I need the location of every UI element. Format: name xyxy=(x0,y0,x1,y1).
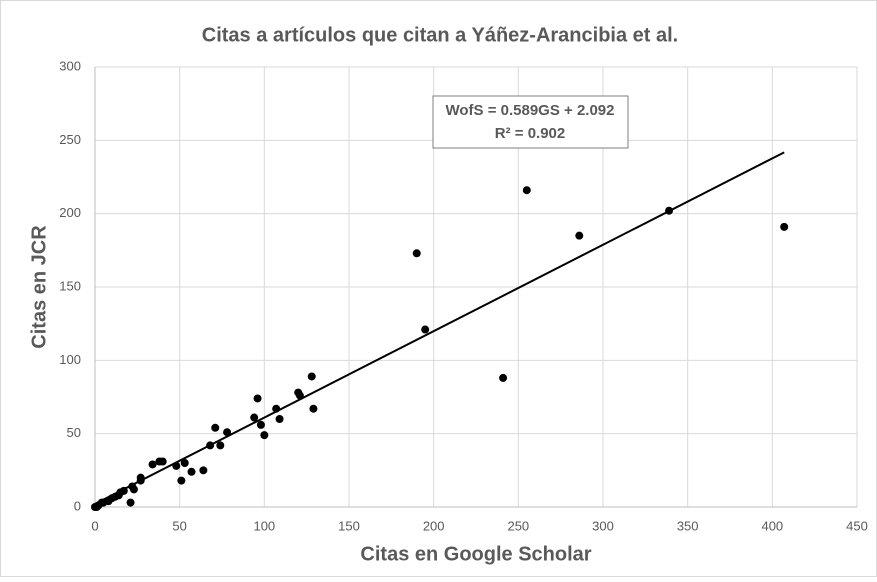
point xyxy=(211,423,220,432)
point xyxy=(253,394,262,403)
y-tick-label: 250 xyxy=(59,132,81,147)
point xyxy=(206,441,215,450)
point xyxy=(295,391,304,400)
point xyxy=(172,461,181,470)
x-tick-label: 300 xyxy=(592,518,614,533)
point xyxy=(129,485,138,494)
point xyxy=(260,431,269,440)
point xyxy=(180,459,189,467)
point xyxy=(256,420,265,429)
point xyxy=(187,467,196,476)
y-tick-label: 300 xyxy=(59,58,81,73)
x-axis-label: Citas en Google Scholar xyxy=(360,543,591,565)
x-tick-label: 250 xyxy=(507,518,529,533)
x-tick-label: 350 xyxy=(677,518,699,533)
x-tick-label: 150 xyxy=(338,518,360,533)
annotation: WofS = 0.589GS + 2.092 xyxy=(446,102,615,119)
y-tick-label: 200 xyxy=(59,205,81,220)
x-tick-label: 450 xyxy=(846,518,868,533)
point xyxy=(421,325,430,334)
y-tick-label: 100 xyxy=(59,352,81,367)
point xyxy=(126,498,135,507)
point xyxy=(158,457,167,466)
point xyxy=(575,231,584,240)
x-tick-label: 0 xyxy=(91,518,98,533)
point xyxy=(250,413,259,422)
point xyxy=(309,404,318,413)
point xyxy=(522,186,531,195)
point xyxy=(223,428,232,437)
y-tick-label: 0 xyxy=(74,498,81,513)
point xyxy=(499,373,508,382)
y-tick-label: 150 xyxy=(59,278,81,293)
chart-title: Citas a artículos que citan a Yáñez-Aran… xyxy=(202,24,678,46)
x-tick-label: 50 xyxy=(172,518,186,533)
point xyxy=(275,415,284,423)
point xyxy=(136,476,145,485)
point xyxy=(199,466,208,475)
x-tick-label: 400 xyxy=(761,518,783,533)
point xyxy=(148,460,157,469)
point xyxy=(119,486,128,495)
x-tick-label: 200 xyxy=(423,518,445,533)
point xyxy=(272,404,281,413)
point xyxy=(780,222,789,231)
annotation: R² = 0.902 xyxy=(495,125,565,142)
x-tick-label: 100 xyxy=(253,518,275,533)
annotation-box xyxy=(432,95,629,149)
y-axis-label: Citas en JCR xyxy=(28,225,50,349)
point xyxy=(665,206,674,215)
point xyxy=(216,441,225,450)
y-tick-label: 50 xyxy=(67,425,81,440)
point xyxy=(307,372,316,381)
point xyxy=(177,476,186,485)
point xyxy=(412,249,421,258)
